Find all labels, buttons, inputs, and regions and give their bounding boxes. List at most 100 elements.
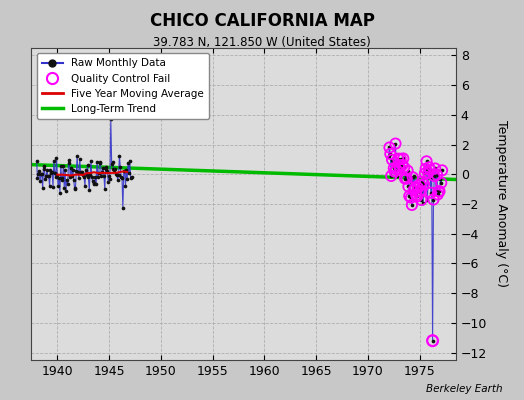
Point [402, 173, 410, 179]
Point [95, 160, 104, 166]
Point [74, 169, 82, 175]
Point [50, 170, 59, 176]
Point [104, 178, 113, 185]
Point [414, 182, 423, 188]
Point [110, 167, 118, 173]
Point [421, 166, 430, 172]
Point [434, 188, 443, 194]
Point [73, 153, 81, 160]
Point [402, 176, 411, 182]
Point [67, 164, 75, 171]
Point [438, 167, 446, 174]
Point [39, 163, 48, 169]
Point [412, 192, 420, 198]
Point [87, 158, 95, 164]
Point [416, 188, 424, 195]
Point [99, 165, 107, 172]
Point [124, 160, 132, 166]
Point [437, 180, 445, 186]
Point [387, 173, 396, 179]
Point [416, 188, 424, 195]
Point [47, 170, 56, 176]
Point [413, 193, 421, 200]
Point [436, 176, 444, 183]
Point [108, 159, 117, 165]
Point [32, 158, 41, 164]
Point [398, 162, 407, 168]
Point [38, 185, 47, 192]
Point [112, 171, 120, 178]
Point [434, 188, 443, 194]
Point [425, 164, 433, 170]
Point [49, 183, 57, 190]
Point [437, 180, 445, 186]
Point [429, 338, 437, 344]
Point [79, 172, 88, 178]
Point [115, 153, 124, 159]
Point [58, 174, 66, 181]
Point [431, 165, 439, 172]
Point [400, 164, 408, 170]
Point [106, 116, 115, 122]
Point [428, 174, 436, 180]
Point [81, 182, 89, 189]
Point [65, 157, 73, 163]
Point [399, 155, 408, 162]
Point [77, 170, 85, 177]
Point [429, 338, 437, 344]
Point [116, 164, 125, 170]
Point [394, 156, 402, 162]
Point [63, 181, 72, 187]
Point [395, 162, 403, 168]
Legend: Raw Monthly Data, Quality Control Fail, Five Year Moving Average, Long-Term Tren: Raw Monthly Data, Quality Control Fail, … [37, 53, 209, 119]
Point [395, 162, 403, 168]
Point [119, 168, 128, 174]
Point [414, 185, 422, 191]
Point [403, 167, 412, 174]
Point [94, 170, 103, 177]
Point [401, 175, 409, 182]
Point [122, 167, 130, 174]
Point [60, 184, 69, 191]
Point [410, 173, 419, 179]
Point [50, 158, 58, 164]
Point [433, 191, 442, 198]
Point [418, 178, 427, 185]
Point [397, 156, 405, 162]
Point [438, 167, 446, 174]
Point [416, 182, 424, 188]
Point [386, 151, 395, 157]
Point [90, 180, 99, 186]
Point [424, 170, 432, 176]
Point [41, 176, 49, 182]
Point [103, 168, 112, 174]
Point [408, 202, 416, 208]
Point [394, 156, 402, 162]
Point [36, 178, 44, 184]
Point [429, 338, 437, 344]
Point [69, 166, 77, 173]
Point [400, 164, 408, 170]
Point [96, 159, 105, 166]
Point [409, 187, 418, 193]
Point [52, 155, 61, 161]
Point [88, 174, 96, 180]
Point [114, 176, 122, 183]
Point [408, 202, 416, 208]
Point [416, 182, 424, 188]
Point [397, 160, 406, 166]
Point [59, 162, 68, 169]
Point [71, 186, 80, 192]
Point [34, 171, 42, 177]
Point [389, 165, 398, 172]
Point [80, 174, 88, 180]
Point [62, 188, 70, 194]
Point [70, 177, 78, 184]
Text: 39.783 N, 121.850 W (United States): 39.783 N, 121.850 W (United States) [153, 36, 371, 49]
Point [102, 166, 110, 172]
Point [55, 174, 63, 181]
Point [420, 181, 428, 187]
Point [101, 185, 109, 192]
Point [389, 159, 397, 166]
Point [94, 173, 102, 180]
